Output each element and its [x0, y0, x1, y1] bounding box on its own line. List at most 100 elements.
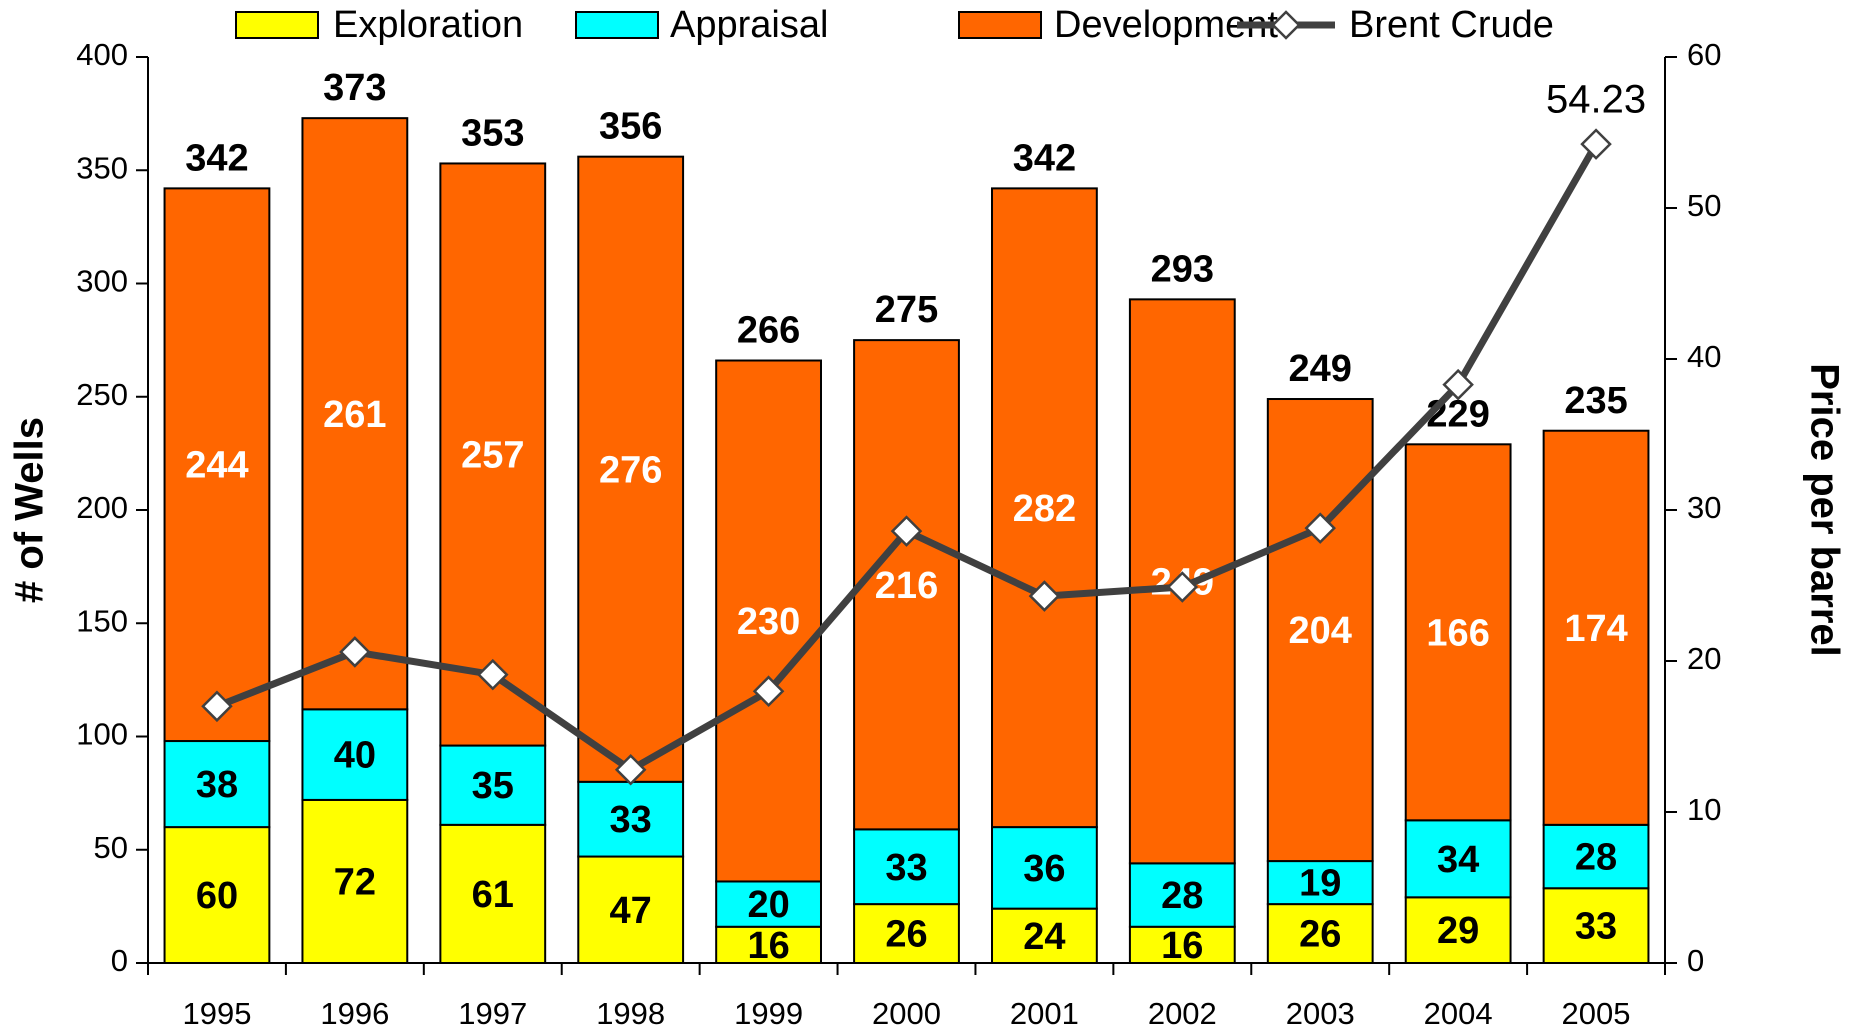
segment-label: 174 — [1564, 608, 1627, 650]
bar-segment — [853, 903, 960, 964]
bar-segment — [577, 780, 685, 858]
x-tick-label: 2001 — [1010, 996, 1079, 1030]
bar-segment — [439, 823, 547, 965]
bar-segment — [163, 187, 271, 743]
segment-label: 47 — [610, 890, 652, 932]
segment-label: 38 — [196, 764, 238, 806]
segment-label: 20 — [747, 884, 789, 926]
x-tick-label: 2005 — [1562, 996, 1631, 1030]
bar-segment — [991, 826, 1098, 910]
y-tick-label: 300 — [76, 264, 128, 299]
segment-label: 29 — [1437, 910, 1479, 952]
segment-label: 216 — [875, 565, 938, 607]
y2-tick-label: 30 — [1687, 490, 1721, 525]
segment-label: 276 — [599, 449, 662, 491]
line-marker — [1028, 580, 1061, 612]
bar-segment — [301, 117, 409, 711]
line-marker — [752, 675, 785, 707]
bar-segment — [853, 828, 960, 906]
line-marker — [477, 658, 509, 691]
y-tick-label: 50 — [94, 830, 128, 865]
x-tick-label: 1995 — [182, 996, 251, 1030]
legend-swatch — [575, 11, 659, 39]
y-tick-label: 0 — [111, 943, 128, 978]
bar-segment — [991, 907, 1098, 965]
line-marker — [1304, 512, 1336, 544]
y2-tick-label: 20 — [1687, 641, 1721, 676]
total-label: 353 — [461, 112, 524, 154]
x-tick-label: 2000 — [872, 996, 941, 1030]
segment-label: 40 — [334, 735, 376, 777]
total-label: 275 — [875, 289, 938, 331]
bar-segment — [301, 798, 409, 964]
segment-label: 244 — [185, 445, 248, 487]
x-tick-label: 1997 — [458, 996, 527, 1030]
bar-segment — [439, 162, 547, 747]
bar-segment — [1404, 819, 1512, 899]
legend-label: Appraisal — [670, 4, 828, 46]
segment-label: 35 — [472, 765, 514, 807]
segment-label: 28 — [1161, 875, 1203, 917]
line-marker — [890, 515, 923, 547]
total-label: 342 — [185, 137, 248, 179]
y2-tick-label: 10 — [1687, 792, 1721, 827]
line-marker — [1580, 128, 1612, 160]
line-marker — [1442, 368, 1474, 401]
legend-label: Brent Crude — [1349, 4, 1554, 46]
segment-label: 60 — [196, 875, 238, 917]
line-marker — [1166, 571, 1199, 603]
total-label: 342 — [1013, 137, 1076, 179]
y-tick-label: 150 — [76, 603, 128, 638]
bar-segment — [715, 359, 822, 883]
segment-label: 24 — [1023, 916, 1065, 958]
legend-marker — [1271, 10, 1301, 40]
bar-segment — [1542, 429, 1650, 826]
bar-segment — [1404, 443, 1512, 822]
bar-segment — [991, 187, 1098, 829]
y-tick-label: 250 — [76, 377, 128, 412]
bar-segment — [1128, 862, 1236, 928]
x-tick-label: 1999 — [734, 996, 803, 1030]
bar-segment — [1266, 398, 1374, 863]
line-marker — [339, 636, 371, 668]
y-tick-label: 200 — [76, 490, 128, 525]
segment-label: 72 — [334, 861, 376, 903]
total-label: 293 — [1151, 248, 1214, 290]
bar-segment — [163, 826, 271, 964]
segment-label: 33 — [610, 799, 652, 841]
bar-segment — [577, 855, 685, 964]
segment-label: 19 — [1299, 863, 1341, 905]
segment-label: 261 — [323, 394, 386, 436]
total-label: 266 — [737, 310, 800, 352]
bar-segment — [577, 155, 685, 783]
total-label: 235 — [1564, 380, 1627, 422]
segment-label: 33 — [1575, 906, 1617, 948]
x-tick-label: 2004 — [1424, 996, 1493, 1030]
total-label: 249 — [1289, 348, 1352, 390]
bar-segment — [715, 880, 822, 928]
y-tick-label: 400 — [76, 37, 128, 72]
segment-label: 26 — [1299, 914, 1341, 956]
bar-segment — [439, 744, 547, 826]
legend-swatch — [958, 11, 1042, 39]
segment-label: 282 — [1013, 488, 1076, 530]
y2-axis-title: Price per barrel — [1802, 363, 1846, 657]
segment-label: 33 — [885, 847, 927, 889]
total-label: 373 — [323, 67, 386, 109]
legend-label: Exploration — [333, 4, 523, 46]
x-tick-label: 2003 — [1286, 996, 1355, 1030]
line-value-label: 54.23 — [1546, 78, 1646, 122]
bar-segment — [1542, 823, 1650, 890]
legend-swatch — [235, 11, 319, 39]
x-tick-label: 1998 — [596, 996, 665, 1030]
bar-segment — [853, 339, 960, 831]
x-tick-label: 1996 — [320, 996, 389, 1030]
y2-tick-label: 50 — [1687, 188, 1721, 223]
segment-label: 61 — [472, 874, 514, 916]
segment-label: 28 — [1575, 837, 1617, 879]
total-label: 356 — [599, 106, 662, 148]
x-tick-label: 2002 — [1148, 996, 1217, 1030]
bar-segment — [715, 925, 822, 965]
segment-label: 257 — [461, 435, 524, 477]
